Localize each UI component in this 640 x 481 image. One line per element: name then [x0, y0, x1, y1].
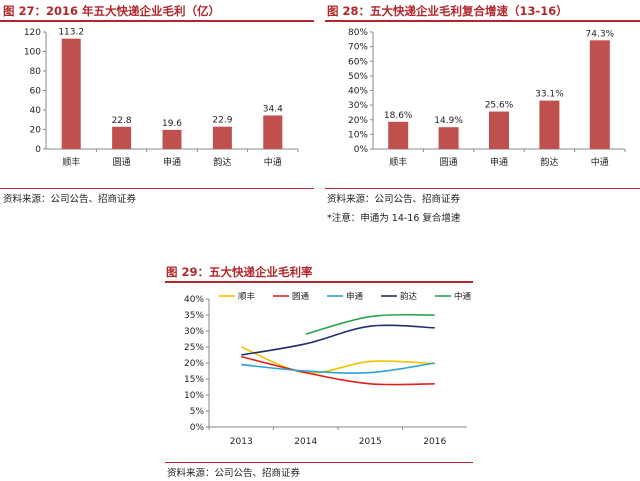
fig27-category-label-2: 申通: [163, 156, 181, 168]
fig29-y-tick-label: 30%: [184, 327, 204, 337]
fig28-y-tick-label: 80%: [348, 28, 368, 38]
fig27-y-tick-label: 40: [30, 106, 42, 116]
fig28-category-label-2: 申通: [490, 156, 508, 168]
fig28-y-tick-label: 50%: [348, 72, 368, 82]
fig27-y-tick-label: 0: [35, 145, 41, 155]
fig29-line-chart: 0% 5% 10% 15% 20% 25% 30% 35% 40% 2013 2014 2015 201…: [184, 291, 472, 447]
fig28-note: *注意：申通为 14-16 复合增速: [327, 213, 461, 224]
fig29-legend-label-1: 圆通: [292, 291, 310, 302]
fig29-y-tick-label: 10%: [184, 391, 204, 401]
fig29-source: 资料来源：公司公告、招商证券: [167, 468, 301, 479]
fig27-data-label-4: 34.4: [263, 104, 283, 114]
fig27-title: 图 27：2016 年五大快递企业毛利（亿）: [3, 4, 221, 18]
fig27-y-tick-label: 20: [30, 126, 42, 136]
fig27-data-label-3: 22.9: [212, 116, 232, 126]
fig28-bar-4: [589, 40, 610, 149]
fig27-category-label-1: 圆通: [113, 157, 131, 168]
fig27-top-rule: [0, 20, 314, 22]
fig29-y-tick-label: 35%: [184, 311, 204, 321]
fig29-top-rule: [165, 281, 473, 283]
fig28-category-label-4: 中通: [591, 156, 609, 168]
fig28-category-label-3: 韵达: [540, 156, 558, 168]
fig27-bottom-rule: [0, 188, 314, 189]
fig29-series-line-0: [240, 346, 435, 374]
fig29-y-tick-label: 20%: [184, 359, 204, 369]
fig29-y-tick-label: 25%: [184, 343, 204, 353]
fig27-y-tick-label: 120: [24, 28, 41, 38]
fig29-legend-label-2: 申通: [346, 291, 364, 302]
fig29-legend-label-3: 韵达: [400, 291, 418, 302]
fig28-bar-chart: 0% 10% 20% 30% 40% 50% 60% 70% 80% 18.6% 顺丰 14.9% 圆通…: [348, 28, 626, 168]
fig27-y-tick-label: 100: [24, 48, 41, 58]
fig28-bar-0: [388, 121, 409, 149]
fig28-bar-3: [539, 100, 560, 149]
fig27-y-tick-label: 60: [30, 87, 42, 97]
fig29-title: 图 29：五大快递企业毛利率: [166, 265, 313, 279]
fig28-bottom-rule: [325, 188, 640, 189]
fig27-bar-2: [162, 129, 182, 149]
fig27-category-label-0: 顺丰: [62, 156, 80, 168]
fig27-bar-0: [61, 38, 81, 149]
fig27-bar-1: [112, 126, 132, 149]
fig28-top-rule: [325, 20, 640, 22]
fig29-series-line-1: [241, 355, 435, 386]
fig28-data-label-2: 25.6%: [485, 101, 514, 111]
fig29-x-tick-label: 2016: [423, 437, 446, 447]
fig29-x-tick-label: 2014: [294, 437, 317, 447]
fig29-legend-label-4: 中通: [454, 291, 472, 302]
fig28-category-label-1: 圆通: [440, 157, 458, 168]
fig29-y-tick-label: 15%: [184, 375, 204, 385]
fig27-y-tick-label: 80: [30, 67, 42, 77]
fig28-data-label-4: 74.3%: [586, 29, 615, 39]
fig28-y-tick-label: 0%: [354, 145, 369, 155]
fig28-source: 资料来源：公司公告、招商证券: [327, 194, 461, 205]
fig28-title: 图 28：五大快递企业毛利复合增速（13-16）: [327, 4, 568, 18]
fig29-x-tick-label: 2013: [230, 437, 253, 447]
fig27-data-label-2: 19.6: [162, 119, 182, 129]
fig29-y-tick-label: 40%: [184, 295, 204, 305]
fig28-bar-1: [438, 127, 459, 149]
fig29-y-tick-label: 5%: [190, 407, 205, 417]
fig29-series-line-3: [241, 324, 435, 356]
fig29-series-line-2: [241, 362, 435, 374]
fig27-category-label-4: 中通: [264, 156, 282, 168]
fig27-bar-3: [212, 126, 232, 149]
fig27-category-label-3: 韵达: [213, 156, 231, 168]
fig28-y-tick-label: 40%: [348, 87, 368, 97]
fig27-data-label-1: 22.8: [112, 116, 132, 126]
fig27-bar-4: [263, 115, 283, 149]
fig28-y-tick-label: 30%: [348, 101, 368, 111]
fig28-data-label-1: 14.9%: [434, 116, 463, 126]
fig29-x-tick-label: 2015: [359, 437, 382, 447]
fig28-y-tick-label: 70%: [348, 43, 368, 53]
fig28-y-tick-label: 20%: [348, 116, 368, 126]
fig28-category-label-0: 顺丰: [389, 156, 407, 168]
fig29-y-tick-label: 0%: [190, 423, 205, 433]
fig29-legend-label-0: 顺丰: [238, 291, 256, 302]
fig29-series-line-4: [305, 313, 435, 335]
fig28-y-tick-label: 10%: [348, 130, 368, 140]
fig27-bar-chart: 0 20 40 60 80 100 120 113.2 顺丰 22.8 圆通 19.6 申通 22.9 韵达…: [24, 28, 299, 168]
fig27-source: 资料来源：公司公告、招商证券: [3, 194, 137, 205]
fig27-data-label-0: 113.2: [58, 28, 84, 38]
fig29-bottom-rule: [165, 462, 473, 463]
fig28-y-tick-label: 60%: [348, 57, 368, 67]
fig28-bar-2: [489, 111, 509, 149]
fig28-data-label-3: 33.1%: [535, 90, 564, 100]
fig28-data-label-0: 18.6%: [384, 111, 413, 121]
